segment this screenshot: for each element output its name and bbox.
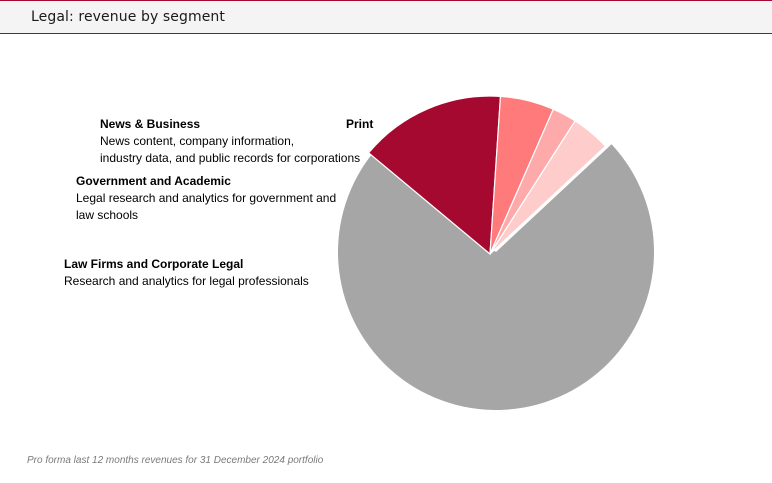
pie-slice-print — [489, 120, 607, 255]
label-print-name: Print — [346, 117, 374, 131]
pie-slice-law-firms-and-corporate-legal — [367, 95, 502, 256]
label-government-academic-desc-1: Legal research and analytics for governm… — [76, 191, 337, 205]
label-government-academic: Government and Academic Legal research a… — [76, 173, 336, 224]
label-news-business-desc-1: News content, company information, — [100, 134, 295, 148]
page-title: Legal: revenue by segment — [31, 9, 225, 25]
pie-slice-other — [338, 144, 654, 410]
label-government-academic-desc-2: law schools — [76, 208, 139, 222]
label-news-business-name: News & Business — [100, 117, 201, 131]
label-law-firms: Law Firms and Corporate Legal Research a… — [64, 256, 309, 290]
label-government-academic-name: Government and Academic — [76, 174, 231, 188]
footnote: Pro forma last 12 months revenues for 31… — [27, 455, 324, 466]
header-bar: Legal: revenue by segment — [0, 0, 772, 34]
label-news-business-desc-2: industry data, and public records for co… — [100, 151, 361, 165]
label-print: Print — [346, 116, 373, 133]
label-law-firms-desc-1: Research and analytics for legal profess… — [64, 274, 309, 288]
label-law-firms-name: Law Firms and Corporate Legal — [64, 257, 244, 271]
label-news-business: News & Business News content, company in… — [100, 116, 360, 167]
